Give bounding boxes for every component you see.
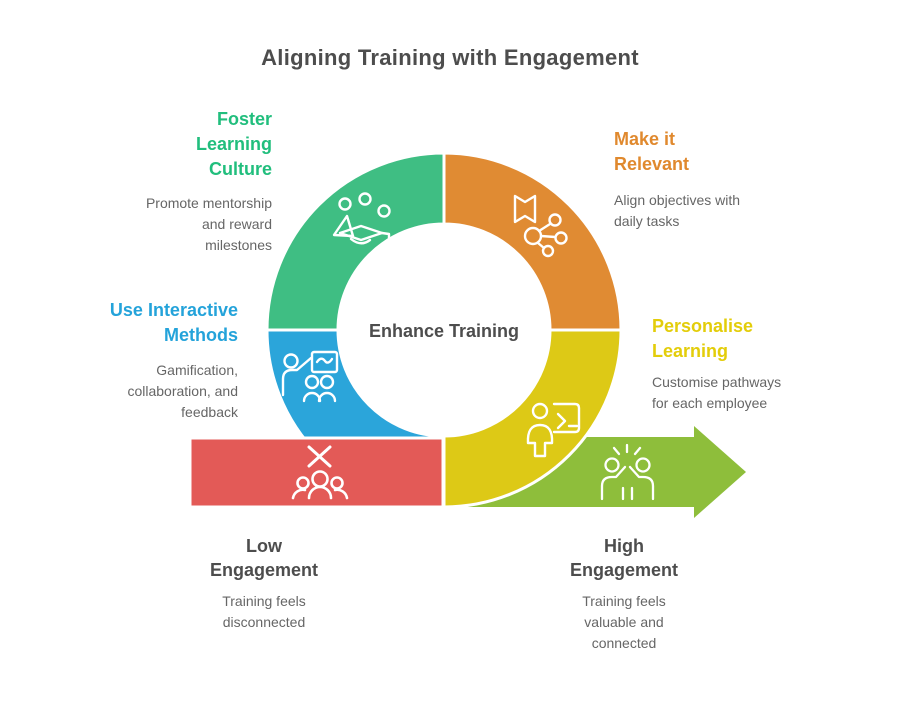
page-title: Aligning Training with Engagement bbox=[261, 45, 639, 70]
presenter-audience-icon bbox=[281, 350, 339, 403]
quadrant-bottom-right bbox=[442, 328, 623, 509]
relevant-description: Align objectives with daily tasks bbox=[614, 192, 741, 229]
relevant-heading: Make it Relevant bbox=[614, 129, 690, 174]
person-console-icon bbox=[526, 402, 581, 458]
interactive-description: Gamification, collaboration, and feedbac… bbox=[127, 362, 238, 420]
low-engagement-heading: Low Engagement bbox=[209, 536, 319, 580]
foster-heading-line: Learning bbox=[195, 134, 272, 154]
foster-heading-line: Culture bbox=[209, 159, 272, 179]
graduation-cap-people-icon bbox=[332, 192, 391, 245]
personalise-description: Customise pathways for each employee bbox=[652, 374, 782, 411]
personalise-heading: Personalise Learning bbox=[652, 316, 754, 361]
high-five-icon bbox=[600, 443, 655, 501]
foster-heading-line: Foster bbox=[216, 109, 272, 129]
low-engagement-description: Training feels disconnected bbox=[222, 593, 306, 630]
arrow-head bbox=[694, 426, 746, 518]
foster-description: Promote mentorship and reward milestones bbox=[145, 195, 272, 253]
interactive-heading: Use Interactive Methods bbox=[109, 300, 238, 345]
high-engagement-heading: High Engagement bbox=[569, 536, 679, 580]
center-label: Enhance Training bbox=[368, 321, 520, 341]
group-x-icon bbox=[291, 445, 349, 500]
foster-heading: Foster Learning Culture bbox=[62, 107, 272, 182]
map-network-icon bbox=[513, 194, 568, 258]
high-engagement-description: Training feels valuable and connected bbox=[582, 593, 666, 651]
quadrant-top-right bbox=[442, 151, 623, 332]
